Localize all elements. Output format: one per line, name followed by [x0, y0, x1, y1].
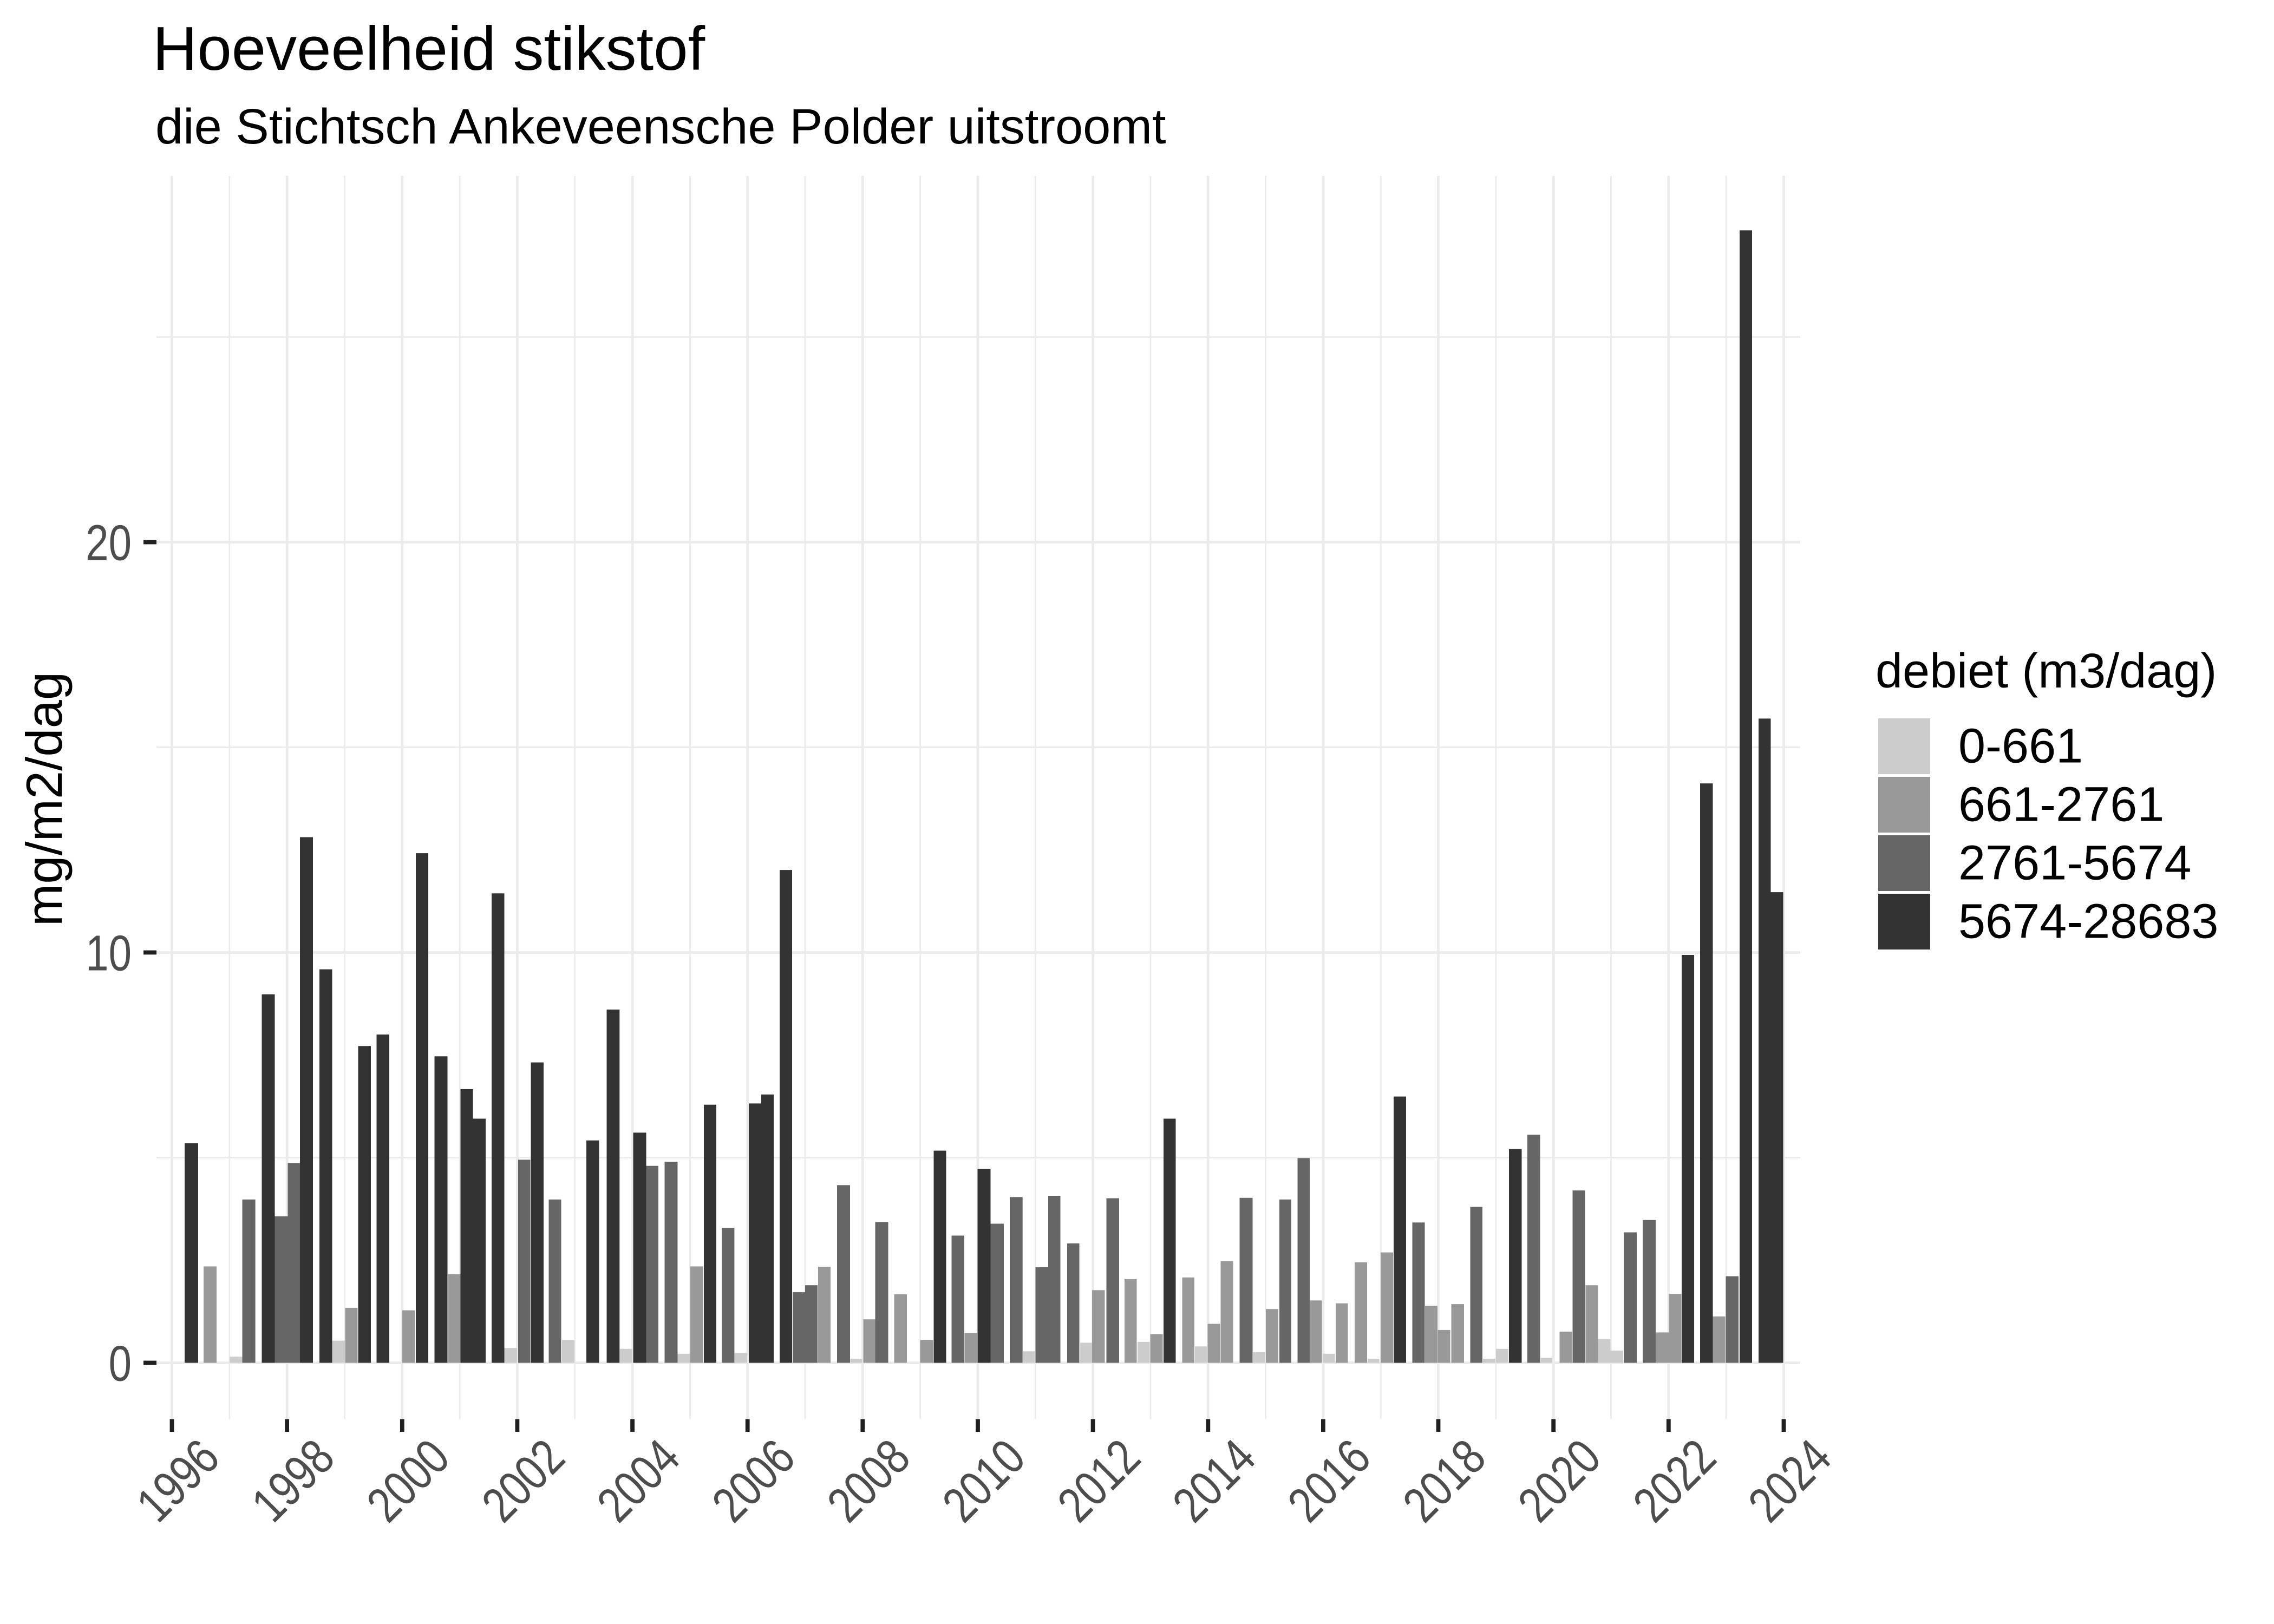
svg-text:20: 20 — [86, 515, 132, 571]
svg-text:Hoeveelheid stikstof: Hoeveelheid stikstof — [153, 15, 705, 83]
svg-text:0-661: 0-661 — [1958, 719, 2083, 774]
svg-text:661-2761: 661-2761 — [1958, 778, 2164, 832]
svg-text:die Stichtsch Ankeveensche Pol: die Stichtsch Ankeveensche Polder uitstr… — [155, 99, 1166, 154]
svg-text:debiet (m3/dag): debiet (m3/dag) — [1876, 644, 2217, 698]
svg-text:2761-5674: 2761-5674 — [1958, 836, 2191, 890]
svg-text:5674-28683: 5674-28683 — [1958, 895, 2218, 949]
svg-text:0: 0 — [109, 1335, 132, 1392]
svg-text:mg/m2/dag: mg/m2/dag — [16, 672, 73, 926]
svg-text:10: 10 — [86, 925, 132, 981]
